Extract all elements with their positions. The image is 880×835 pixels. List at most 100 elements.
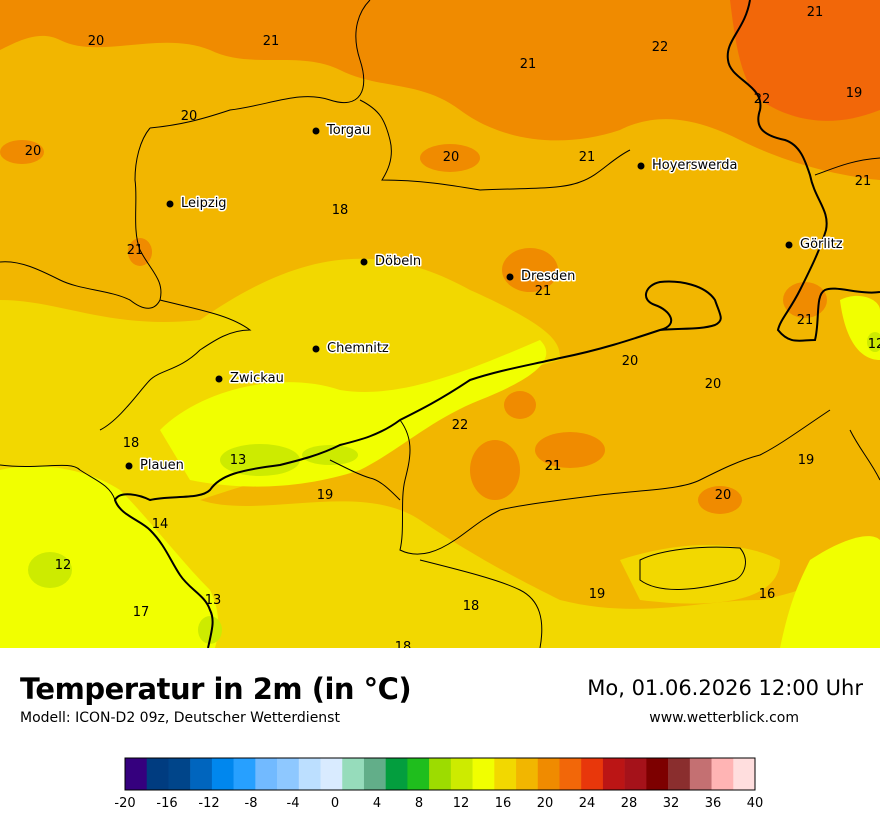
legend-color-swatch: [668, 758, 691, 790]
legend-tick-label: 8: [415, 796, 423, 811]
warm-patch-9: [783, 282, 827, 318]
temp-zone-16-18-south: [0, 460, 880, 648]
temp-value-label: 19: [846, 86, 863, 101]
warm-patch-3: [502, 248, 558, 292]
legend-color-swatch: [407, 758, 430, 790]
temp-value-label: 19: [589, 587, 606, 602]
temp-zone-16-18-west: [0, 258, 560, 500]
temp-value-label: 21: [545, 459, 562, 474]
city-marker-chemnitz: [312, 345, 320, 353]
city-label-torgau: Torgau: [326, 123, 370, 138]
city-label-leipzig: Leipzig: [181, 196, 227, 211]
city-label-doebeln: Döbeln: [375, 254, 421, 269]
state-borders: [0, 0, 880, 648]
warm-patch-8: [128, 238, 152, 266]
legend-tick-label: 40: [747, 796, 764, 811]
legend-tick-label: -4: [287, 796, 300, 811]
legend-color-swatch: [298, 758, 321, 790]
temp-zone-12-14-a: [28, 552, 72, 588]
city-marker-leipzig: [166, 200, 174, 208]
legend-color-swatch: [125, 758, 148, 790]
temp-value-label: 21: [263, 34, 280, 49]
temp-value-label: 13: [230, 453, 247, 468]
legend-color-swatch: [450, 758, 473, 790]
temp-value-label: 18: [463, 599, 480, 614]
legend-color-swatch: [689, 758, 712, 790]
legend-color-swatch: [320, 758, 343, 790]
temp-zone-16-18-east: [620, 545, 780, 604]
legend-tick-label: -8: [245, 796, 258, 811]
website-link[interactable]: www.wetterblick.com: [649, 710, 799, 726]
city-label-zwickau: Zwickau: [230, 371, 284, 386]
temp-value-label: 21: [855, 174, 872, 189]
legend-color-swatch: [711, 758, 734, 790]
legend-tick-label: 32: [663, 796, 680, 811]
temp-value-label: 21: [545, 459, 562, 474]
legend-tick-label: -12: [198, 796, 219, 811]
legend-color-swatch: [516, 758, 539, 790]
warm-patch-6: [470, 440, 520, 500]
city-label-plauen: Plauen: [140, 458, 184, 473]
legend-color-swatch: [255, 758, 278, 790]
legend-color-swatch: [646, 758, 669, 790]
temp-value-label: 16: [759, 587, 776, 602]
legend-color-swatch: [190, 758, 213, 790]
temp-zone-20-22-ne: [730, 0, 880, 121]
temp-value-label: 18: [123, 436, 140, 451]
legend-tick-label: 0: [331, 796, 339, 811]
map-title: Temperatur in 2m (in °C): [20, 672, 412, 706]
temp-value-label: 20: [181, 109, 198, 124]
forecast-datetime: Mo, 01.06.2026 12:00 Uhr: [587, 676, 863, 700]
temp-zone-12-14-e: [867, 332, 880, 352]
warm-patch-5: [535, 432, 605, 468]
legend-tick-label: 24: [579, 796, 596, 811]
legend-tick-label: 28: [621, 796, 638, 811]
city-marker-plauen: [125, 462, 133, 470]
warm-patch-1: [0, 140, 44, 164]
legend-color-swatch: [472, 758, 495, 790]
temp-value-label: 22: [652, 40, 669, 55]
legend-color-swatch: [385, 758, 408, 790]
temp-value-label: 21: [535, 284, 552, 299]
temp-value-label: 21: [127, 243, 144, 258]
warm-patch-7: [698, 486, 742, 514]
temp-zone-12-14-c: [302, 445, 358, 465]
legend-color-swatch: [494, 758, 517, 790]
temp-value-label: 20: [622, 354, 639, 369]
city-label-hoyerswerda: Hoyerswerda: [652, 158, 738, 173]
temp-value-label: 14: [152, 517, 169, 532]
national-border: [113, 0, 880, 648]
legend-color-swatch: [342, 758, 365, 790]
temp-value-label: 19: [798, 453, 815, 468]
city-marker-zwickau: [215, 375, 223, 383]
city-marker-hoyerswerda: [637, 162, 645, 170]
temp-zone-20-22-north: [0, 0, 880, 180]
temp-value-label: 17: [133, 605, 150, 620]
temp-value-label: 18: [395, 640, 412, 648]
legend-tick-label: 20: [537, 796, 554, 811]
legend-color-swatch: [624, 758, 647, 790]
legend-color-swatch: [363, 758, 386, 790]
temp-zone-14-16-southwest: [0, 466, 219, 648]
city-marker-doebeln: [360, 258, 368, 266]
temp-value-label: 20: [705, 377, 722, 392]
legend-tick-label: 4: [373, 796, 381, 811]
temp-zone-12-14-b: [220, 444, 300, 476]
legend-color-swatch: [429, 758, 452, 790]
temp-zone-12-14-d: [198, 616, 222, 644]
legend-color-swatch: [277, 758, 300, 790]
temp-value-label: 19: [317, 488, 334, 503]
legend-color-swatch: [537, 758, 560, 790]
footer: Temperatur in 2m (in °C) Modell: ICON-D2…: [0, 648, 880, 830]
legend-color-swatch: [168, 758, 191, 790]
legend-tick-label: -20: [114, 796, 135, 811]
temp-value-label: 13: [205, 593, 222, 608]
temp-value-label: 21: [807, 5, 824, 20]
temp-value-label: 22: [754, 92, 771, 107]
city-marker-torgau: [312, 127, 320, 135]
legend-color-swatch: [211, 758, 234, 790]
temp-value-label: 12: [55, 558, 72, 573]
city-marker-dresden: [506, 273, 514, 281]
legend-color-swatch: [581, 758, 604, 790]
legend-color-swatch: [146, 758, 169, 790]
